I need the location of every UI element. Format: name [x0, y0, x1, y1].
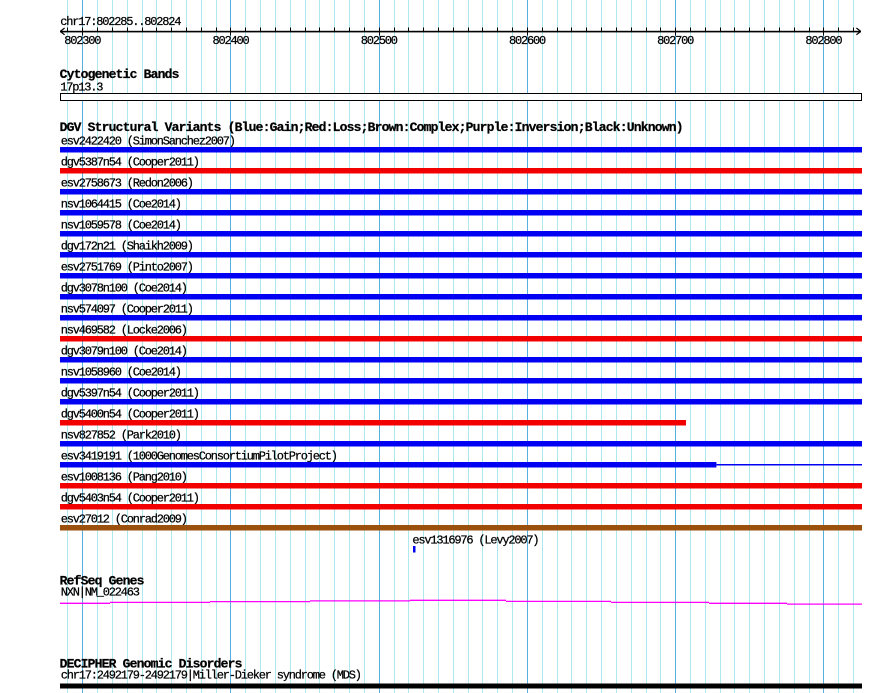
svg-text:802400: 802400 [212, 34, 249, 48]
svg-text:nsv1064415 (Coe2014): nsv1064415 (Coe2014) [61, 198, 181, 212]
svg-text:esv3419191 (1000GenomesConsort: esv3419191 (1000GenomesConsortiumPilotPr… [61, 450, 337, 464]
svg-text:dgv5400n54 (Cooper2011): dgv5400n54 (Cooper2011) [61, 408, 199, 422]
svg-text:esv1316976 (Levy2007): esv1316976 (Levy2007) [412, 534, 538, 548]
svg-text:dgv3079n100 (Coe2014): dgv3079n100 (Coe2014) [61, 345, 187, 359]
svg-text:802600: 802600 [509, 34, 546, 48]
svg-text:DGV Structural Variants (Blue:: DGV Structural Variants (Blue:Gain;Red:L… [60, 120, 683, 135]
svg-text:esv2758673 (Redon2006): esv2758673 (Redon2006) [61, 177, 193, 191]
svg-text:DECIPHER Genomic Disorders: DECIPHER Genomic Disorders [60, 657, 243, 672]
svg-text:802700: 802700 [657, 34, 694, 48]
svg-text:nsv469582 (Locke2006): nsv469582 (Locke2006) [61, 324, 187, 338]
svg-text:esv27012 (Conrad2009): esv27012 (Conrad2009) [61, 513, 187, 527]
svg-text:802500: 802500 [361, 34, 398, 48]
svg-text:esv2422420 (SimonSanchez2007): esv2422420 (SimonSanchez2007) [61, 135, 235, 149]
svg-text:dgv172n21 (Shaikh2009): dgv172n21 (Shaikh2009) [61, 240, 193, 254]
svg-text:chr17:802285..802824: chr17:802285..802824 [60, 15, 181, 29]
svg-text:nsv827852 (Park2010): nsv827852 (Park2010) [61, 429, 181, 443]
svg-text:dgv3078n100 (Coe2014): dgv3078n100 (Coe2014) [61, 282, 187, 296]
svg-text:chr17:2492179-2492179|Miller-D: chr17:2492179-2492179|Miller-Dieker synd… [61, 668, 361, 682]
svg-text:nsv1058960 (Coe2014): nsv1058960 (Coe2014) [61, 366, 181, 380]
svg-text:Cytogenetic Bands: Cytogenetic Bands [60, 67, 180, 82]
svg-text:nsv1059578 (Coe2014): nsv1059578 (Coe2014) [61, 219, 181, 233]
svg-text:esv2751769 (Pinto2007): esv2751769 (Pinto2007) [61, 261, 193, 275]
svg-text:dgv5387n54 (Cooper2011): dgv5387n54 (Cooper2011) [61, 156, 199, 170]
svg-text:dgv5397n54 (Cooper2011): dgv5397n54 (Cooper2011) [61, 387, 199, 401]
svg-text:nsv574097 (Cooper2011): nsv574097 (Cooper2011) [61, 303, 193, 317]
svg-text:RefSeq Genes: RefSeq Genes [60, 574, 145, 589]
svg-text:NXN|NM_022463: NXN|NM_022463 [61, 586, 140, 600]
svg-text:esv1008136 (Pang2010): esv1008136 (Pang2010) [61, 471, 187, 485]
svg-text:dgv5403n54 (Cooper2011): dgv5403n54 (Cooper2011) [61, 492, 199, 506]
svg-text:17p13.3: 17p13.3 [60, 80, 103, 94]
svg-text:802300: 802300 [64, 34, 101, 48]
svg-text:802800: 802800 [805, 34, 842, 48]
